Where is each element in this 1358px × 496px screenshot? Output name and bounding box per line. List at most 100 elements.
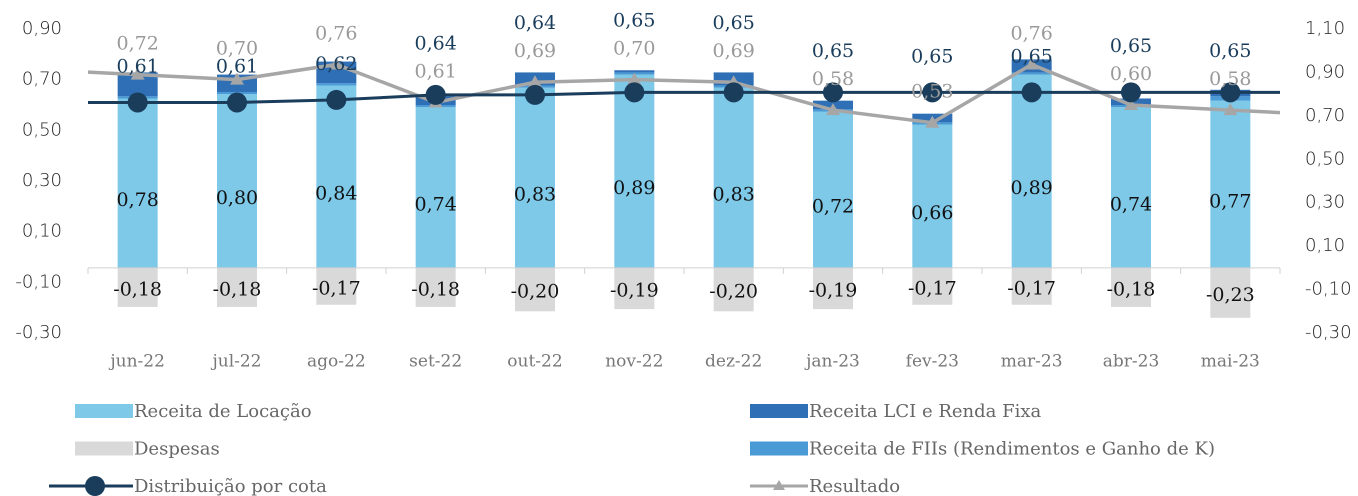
line-marker bbox=[528, 75, 542, 88]
bar-value-label: 0,78 bbox=[117, 189, 159, 211]
line-marker bbox=[723, 82, 744, 103]
line-value-label: 0,76 bbox=[1011, 22, 1053, 44]
line-value-label: 0,61 bbox=[216, 55, 258, 77]
line-marker bbox=[329, 57, 344, 70]
bar-value-label: -0,17 bbox=[1007, 277, 1056, 299]
legend-marker bbox=[773, 480, 785, 490]
x-tick-label: fev-23 bbox=[906, 352, 959, 372]
bar-segment bbox=[117, 98, 158, 268]
line-marker bbox=[1124, 98, 1138, 110]
bar-value-label: 0,72 bbox=[812, 196, 854, 218]
bar-value-label: -0,19 bbox=[610, 279, 659, 301]
bar-segment bbox=[316, 267, 357, 305]
bar-value-label: 0,89 bbox=[613, 177, 655, 199]
line-value-label: 0,69 bbox=[713, 40, 755, 62]
bar-value-label: -0,20 bbox=[709, 281, 758, 303]
line-marker bbox=[925, 115, 940, 128]
line-value-label: 0,62 bbox=[315, 53, 357, 75]
line-marker bbox=[1121, 82, 1141, 103]
x-tick-label: ago-22 bbox=[307, 352, 366, 372]
bar-value-label: -0,19 bbox=[809, 279, 858, 301]
bar-value-label: 0,89 bbox=[1011, 177, 1053, 199]
line-value-label: 0,58 bbox=[1209, 68, 1251, 90]
bar-segment bbox=[713, 87, 754, 268]
bar-segment bbox=[217, 94, 257, 268]
bar-value-label: -0,18 bbox=[113, 278, 162, 300]
bar-segment bbox=[415, 107, 456, 268]
legend-label: Receita de FIIs (Rendimentos e Ganho de … bbox=[809, 439, 1215, 460]
bar-value-label: -0,17 bbox=[908, 277, 957, 299]
line-value-label: 0,70 bbox=[216, 38, 258, 60]
line-value-label: 0,65 bbox=[713, 12, 755, 34]
line-marker bbox=[525, 84, 545, 105]
line-marker bbox=[1223, 103, 1238, 116]
bar-value-label: 0,83 bbox=[514, 184, 556, 206]
line-value-label: 0,76 bbox=[315, 22, 357, 44]
bar-value-label: 0,80 bbox=[216, 187, 258, 209]
x-tick-label: nov-22 bbox=[605, 352, 663, 372]
bar-value-label: -0,23 bbox=[1206, 284, 1255, 306]
bar-segment bbox=[1011, 267, 1052, 305]
y-tick-label: 0,50 bbox=[22, 119, 62, 140]
legend-swatch bbox=[750, 404, 808, 418]
y-tick-label: -0,30 bbox=[15, 322, 62, 343]
line-marker bbox=[826, 103, 840, 116]
line-marker bbox=[823, 82, 843, 103]
bar-segment bbox=[515, 87, 555, 268]
bar-value-label: 0,83 bbox=[713, 184, 755, 206]
legend-label: Distribuição por cota bbox=[134, 476, 327, 496]
line-marker bbox=[230, 72, 244, 85]
line-marker bbox=[1220, 82, 1241, 103]
bar-segment bbox=[614, 74, 655, 268]
line-series bbox=[87, 62, 1281, 125]
x-tick-label: mar-23 bbox=[1001, 352, 1063, 372]
line-value-label: 0,65 bbox=[911, 45, 953, 67]
bar-segment bbox=[813, 111, 853, 268]
bar-segment bbox=[1210, 267, 1251, 318]
bar-segment bbox=[316, 83, 357, 86]
bar-segment bbox=[1210, 100, 1251, 268]
line-value-label: 0,64 bbox=[415, 32, 457, 54]
line-series bbox=[88, 90, 1280, 104]
x-tick-label: jun-22 bbox=[108, 352, 165, 372]
bar-segment bbox=[614, 267, 655, 310]
bar-value-label: 0,74 bbox=[1110, 194, 1152, 216]
line-value-label: 0,61 bbox=[415, 60, 457, 82]
line-value-label: 0,72 bbox=[117, 33, 159, 55]
line-value-label: 0,60 bbox=[1110, 63, 1152, 85]
line-value-label: 0,70 bbox=[613, 38, 655, 60]
line-marker bbox=[624, 82, 645, 103]
y2-tick-label: 0,70 bbox=[1305, 105, 1345, 126]
line-marker bbox=[1021, 82, 1042, 103]
x-tick-label: jul-22 bbox=[210, 352, 261, 372]
bar-segment bbox=[1011, 74, 1052, 268]
bar-segment bbox=[813, 267, 853, 310]
line-value-label: 0,61 bbox=[117, 55, 159, 77]
line-marker bbox=[627, 72, 642, 85]
line-value-label: 0,65 bbox=[1209, 40, 1251, 62]
line-value-label: 0,65 bbox=[812, 40, 854, 62]
x-tick-label: abr-23 bbox=[1103, 352, 1160, 372]
y2-tick-label: 0,30 bbox=[1305, 192, 1345, 213]
line-marker bbox=[326, 89, 347, 110]
bar-value-label: 0,84 bbox=[315, 183, 357, 205]
bar-segment bbox=[117, 267, 158, 307]
line-marker bbox=[922, 82, 943, 103]
bar-segment bbox=[415, 267, 456, 307]
bar-segment bbox=[117, 72, 158, 97]
y2-tick-label: 0,10 bbox=[1305, 235, 1345, 256]
bar-value-label: -0,18 bbox=[213, 278, 262, 300]
bar-segment bbox=[515, 267, 555, 312]
x-tick-label: jan-23 bbox=[804, 352, 860, 372]
bar-value-label: 0,74 bbox=[415, 194, 457, 216]
legend-swatch bbox=[75, 441, 133, 456]
y2-tick-label: -0,30 bbox=[1305, 322, 1352, 343]
legend-label: Resultado bbox=[809, 476, 900, 496]
bar-segment bbox=[316, 85, 357, 268]
line-value-label: 0,53 bbox=[911, 81, 953, 103]
line-marker bbox=[227, 92, 247, 113]
line-marker bbox=[130, 67, 145, 80]
y2-tick-label: 1,10 bbox=[1305, 18, 1345, 39]
legend-swatch bbox=[750, 441, 808, 456]
